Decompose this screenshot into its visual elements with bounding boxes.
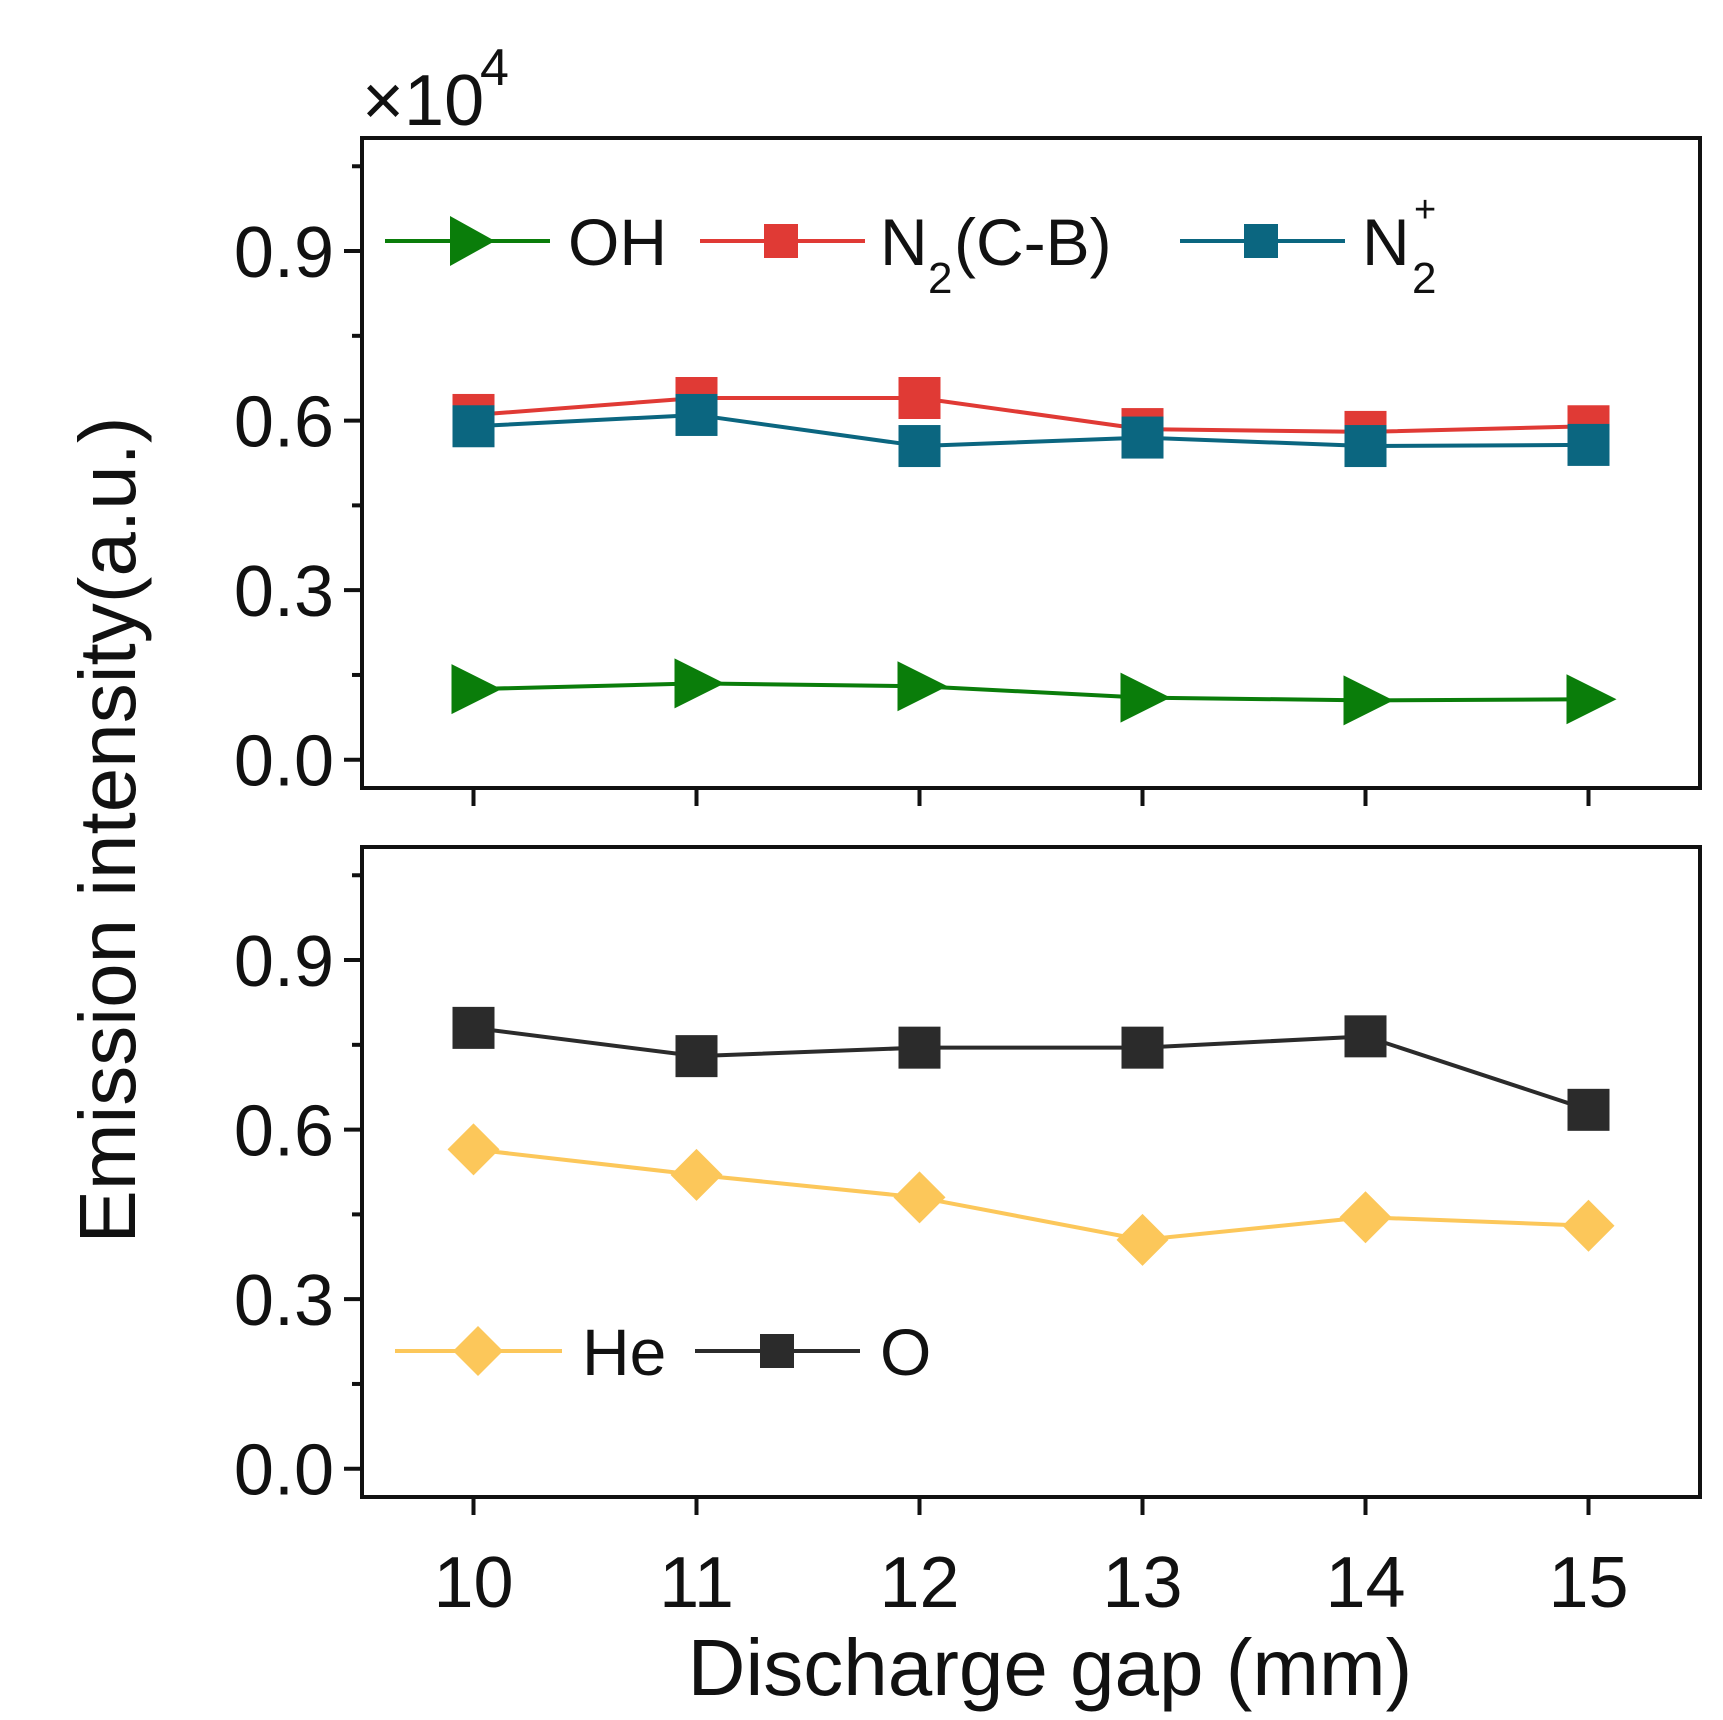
legend-label-o: O <box>880 1315 931 1389</box>
top-plot-frame <box>360 136 1702 790</box>
legend-label-n2cb-rest: (C-B) <box>954 205 1112 279</box>
bottom-y-tick-label: 0.0 <box>234 1431 334 1511</box>
data-point-oh <box>1566 674 1617 725</box>
data-point-o <box>1567 1088 1610 1131</box>
data-point-n2-c-b- <box>898 377 941 419</box>
data-point-n2- <box>675 393 718 436</box>
legend-label-n2cb-n: N <box>880 205 928 279</box>
data-point-oh <box>897 661 948 712</box>
bottom-legend: He O <box>395 1315 931 1389</box>
legend-marker-n2plus <box>1244 224 1278 258</box>
data-point-he <box>670 1148 723 1201</box>
legend-marker-oh <box>450 216 495 266</box>
data-point-oh <box>674 658 725 709</box>
data-point-he <box>1339 1191 1392 1244</box>
legend-label-n2plus-sub: 2 <box>1412 254 1436 303</box>
top-panel: 0.0 0.3 0.6 0.9 <box>234 136 1702 806</box>
data-point-he <box>447 1123 500 1176</box>
data-point-n2- <box>1567 423 1610 466</box>
x-tick-label: 10 <box>433 1543 513 1623</box>
data-point-he <box>1562 1199 1615 1252</box>
bottom-y-tick-label: 0.6 <box>234 1092 334 1172</box>
data-point-he <box>1116 1213 1169 1266</box>
x-axis-title: Discharge gap (mm) <box>688 1623 1413 1712</box>
legend-label-he: He <box>582 1315 666 1389</box>
data-point-n2- <box>1121 416 1164 459</box>
data-point-n2- <box>898 425 941 468</box>
legend-label-n2plus-sup: + <box>1414 189 1436 231</box>
data-point-o <box>1344 1015 1387 1058</box>
data-point-n2- <box>452 405 495 448</box>
top-y-tick-label: 0.6 <box>234 383 334 463</box>
y-axis-title: Emission intensity(a.u.) <box>63 417 152 1244</box>
data-point-o <box>898 1026 941 1069</box>
top-y-tick-label: 0.3 <box>234 552 334 632</box>
bottom-panel: 0.0 0.3 0.6 0.9 10 11 12 13 14 15 <box>234 845 1702 1623</box>
legend-label-n2plus-n: N <box>1362 205 1410 279</box>
legend-label-oh: OH <box>568 205 667 279</box>
bottom-y-tick-label: 0.9 <box>234 922 334 1002</box>
x-tick-label: 15 <box>1548 1543 1628 1623</box>
legend-marker-he <box>453 1326 503 1376</box>
top-y-tick-label: 0.0 <box>234 722 334 802</box>
series-line-n2- <box>473 412 1589 449</box>
data-point-n2- <box>1344 425 1387 468</box>
top-legend: OH N 2 (C-B) N 2 + <box>385 189 1436 303</box>
data-point-he <box>893 1171 946 1224</box>
x-tick-label: 13 <box>1102 1543 1182 1623</box>
legend-label-n2cb-sub: 2 <box>928 254 952 303</box>
x-tick-label: 12 <box>879 1543 959 1623</box>
x-tick-label: 11 <box>659 1543 734 1623</box>
x-tick-label: 14 <box>1325 1543 1405 1623</box>
bottom-plot-frame <box>360 845 1702 1499</box>
bottom-y-tick-label: 0.3 <box>234 1261 334 1341</box>
data-point-oh <box>1120 672 1171 723</box>
top-y-tick-label: 0.9 <box>234 213 334 293</box>
legend-marker-o <box>760 1334 794 1368</box>
data-point-o <box>675 1035 718 1078</box>
series-line-oh <box>473 681 1589 703</box>
data-point-oh <box>1343 675 1394 726</box>
data-point-o <box>452 1006 495 1049</box>
series-line-he <box>473 1147 1589 1242</box>
series-line-o <box>473 1025 1590 1112</box>
y-multiplier: ×10 <box>362 61 484 141</box>
data-point-oh <box>451 664 502 715</box>
data-point-o <box>1121 1026 1164 1069</box>
series-line-n2-c-b- <box>473 396 1589 434</box>
y-multiplier-exponent: 4 <box>480 39 509 97</box>
legend-marker-n2cb <box>764 224 798 258</box>
